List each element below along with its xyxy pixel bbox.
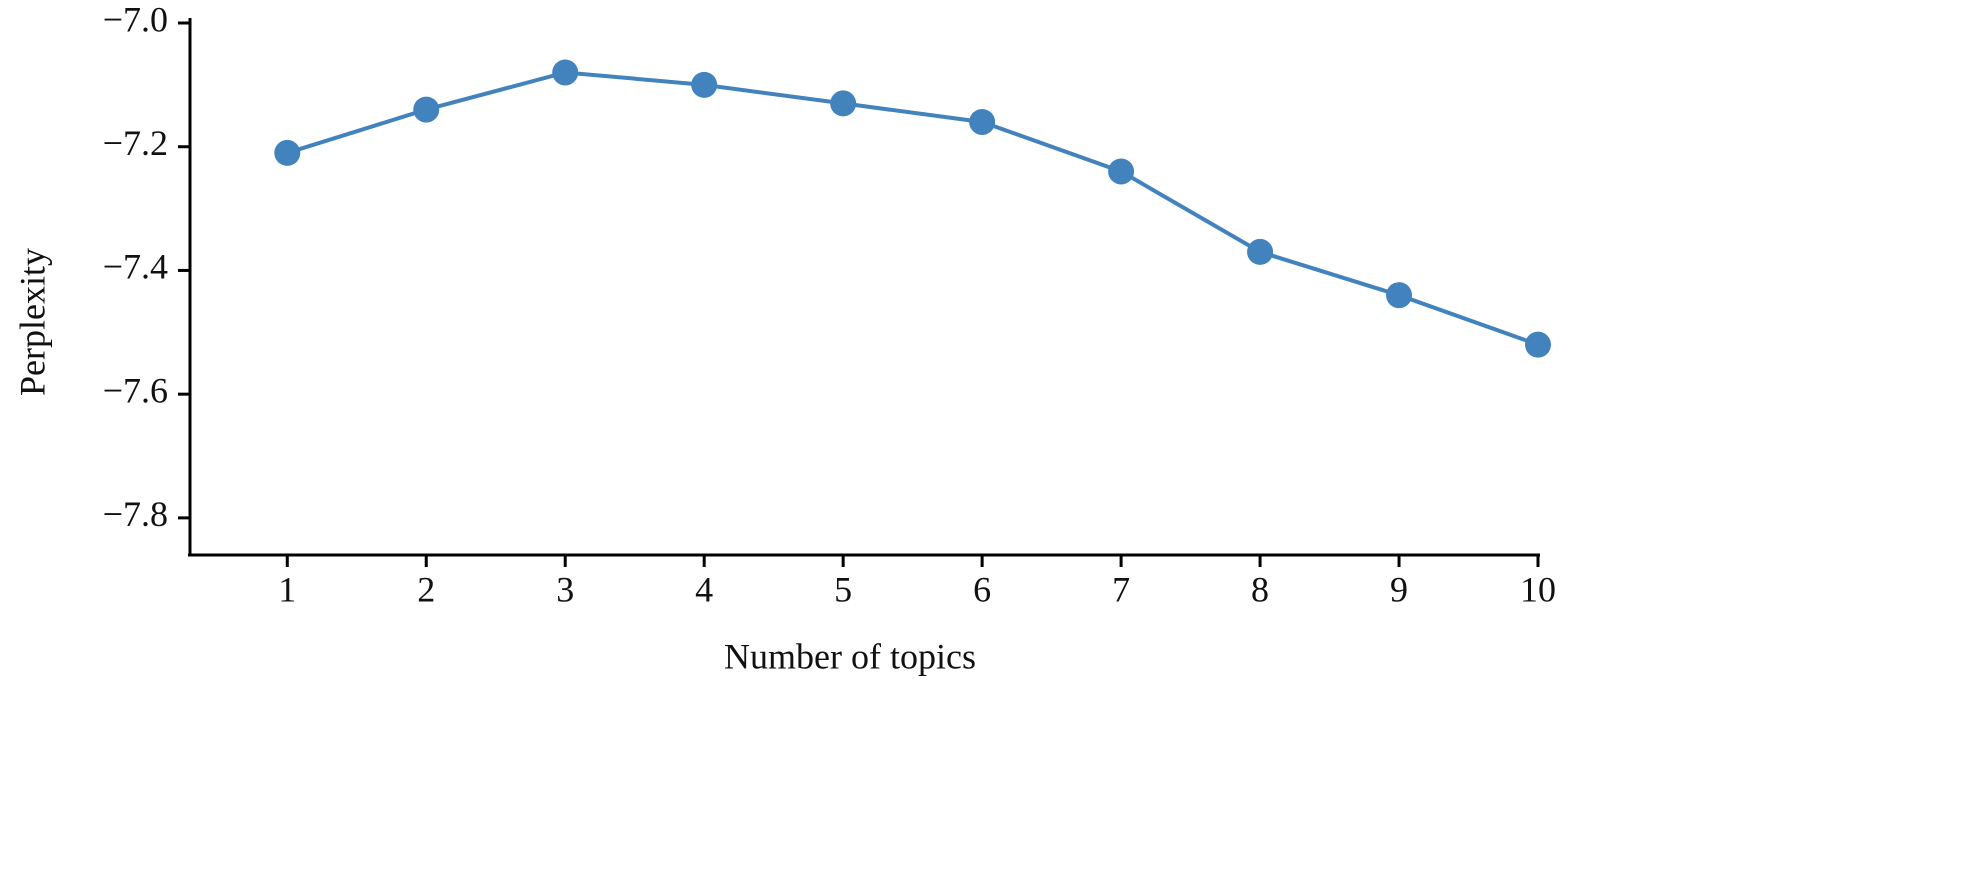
x-tick-label: 8 [1251,569,1269,609]
x-axis-label: Number of topics [724,636,976,676]
y-tick-label: −7.2 [103,123,168,163]
x-tick-label: 4 [695,569,713,609]
marker [274,139,301,166]
x-tick-label: 5 [834,569,852,609]
marker [1247,238,1274,265]
line [286,70,1539,347]
x-tick-label: 10 [1520,569,1556,609]
marker [1525,331,1551,358]
marker [413,96,440,123]
marker [552,59,579,86]
marker [691,71,718,98]
marker [1386,282,1413,309]
x-tick-label: 3 [556,569,574,609]
x-tick-label: 6 [973,569,991,609]
y-tick-label: −7.6 [103,370,168,410]
marker [830,90,857,117]
y-axis-label: Perplexity [12,248,52,396]
x-tick-label: 2 [417,569,435,609]
x-tick-label: 7 [1112,569,1130,609]
x-tick-label: 1 [278,569,296,609]
marker [969,108,996,135]
x-tick-label: 9 [1390,569,1408,609]
y-tick-label: −7.0 [103,0,168,39]
marker [1108,158,1135,185]
y-tick-label: −7.8 [103,494,168,534]
y-tick-label: −7.4 [103,247,168,287]
